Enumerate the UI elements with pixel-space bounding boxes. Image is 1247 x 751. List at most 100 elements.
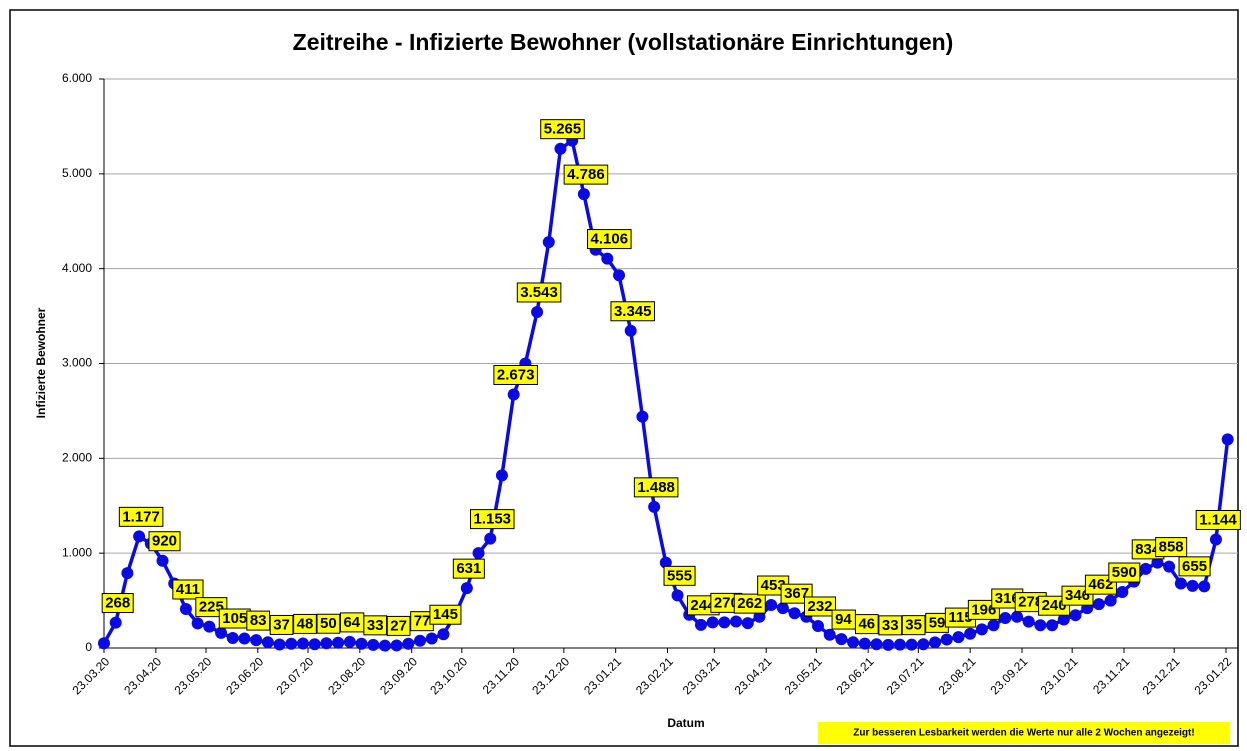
data-label: 59 [929,614,946,631]
point [624,324,637,337]
data-label-group: 555 [663,565,696,586]
data-label-box [803,596,837,617]
data-label: 48 [297,615,314,632]
y-tick-label: 3.000 [62,356,92,370]
point [1209,533,1222,546]
data-label-group: 1.177 [118,506,164,527]
point [1174,577,1187,590]
data-label-box [1178,556,1211,577]
data-label: 346 [1065,587,1090,604]
point [109,616,122,629]
point [905,638,918,651]
point [917,638,930,651]
data-label-group: 268 [101,593,134,614]
data-label-group: 33 [878,615,903,636]
point [296,637,309,650]
data-label-box [101,593,134,614]
point [179,603,192,616]
point [226,632,239,645]
data-label-group: 411 [172,579,204,600]
y-axis-label: Infizierte Bewohner [34,307,48,418]
point [718,616,731,629]
data-label: 196 [971,601,996,618]
point [952,631,965,644]
data-label: 3.543 [520,284,558,301]
point [1163,560,1176,573]
data-label-box [363,615,388,636]
data-label: 2.673 [497,366,535,383]
data-label: 453 [761,577,786,594]
point [554,142,567,155]
point [367,638,380,651]
point [495,469,508,482]
point [320,637,333,650]
data-label-box [429,604,462,625]
point [414,634,427,647]
data-label: 35 [905,617,922,634]
point [273,638,286,651]
point [507,388,520,401]
data-label: 240 [1042,597,1067,614]
data-label: 77 [414,613,431,630]
point [1221,433,1234,446]
data-label-group: 48 [293,613,317,634]
data-label-box [878,615,903,636]
data-label: 262 [737,595,762,612]
data-label-box [246,610,271,631]
point [753,610,766,623]
point [1034,619,1047,632]
data-label-group: 64 [339,612,365,633]
point [975,623,988,636]
point [671,589,684,602]
y-tick-label: 1.000 [62,545,92,559]
chart-title: Zeitreihe - Infizierte Bewohner (vollsta… [293,29,954,55]
data-label-group: 920 [148,531,181,552]
data-label-group: 232 [803,596,837,617]
data-label: 1.153 [473,511,511,528]
data-label: 1.488 [637,479,675,496]
point [378,639,391,652]
point [706,616,719,629]
chart-frame [9,9,1239,747]
data-label-group: 262 [733,593,766,614]
data-label-group: 1.144 [1195,509,1241,530]
point [659,556,672,569]
point [156,554,169,567]
point [1010,610,1023,623]
data-label-group: 145 [429,604,462,625]
point [964,627,977,640]
data-label-box [316,613,341,634]
data-label: 115 [948,609,972,626]
data-label: 834 [1135,541,1161,558]
data-label: 64 [343,614,360,631]
point [343,635,356,648]
point [987,619,1000,632]
data-label: 1.177 [122,508,160,525]
point [1151,556,1164,569]
data-label: 555 [667,567,692,584]
data-label: 920 [152,533,177,550]
data-label-box [563,164,609,185]
point [730,615,743,628]
data-label: 37 [273,616,290,633]
data-label: 270 [714,594,739,611]
point [308,638,321,651]
data-label-group: 77 [410,611,434,632]
point [285,637,298,650]
point [460,582,473,595]
data-label: 232 [807,598,832,615]
point [870,638,883,651]
data-label-group: 3.543 [516,282,562,303]
point [203,620,216,633]
data-label: 145 [433,606,458,623]
data-label-group: 590 [1108,562,1141,583]
point [776,602,789,615]
data-label-group: 631 [452,558,485,579]
data-label: 33 [882,617,899,634]
point [613,269,626,282]
data-label-group: 3.345 [610,301,655,322]
data-label-box [587,229,632,250]
data-label-group: 35 [901,615,926,636]
data-label-group: 1.153 [469,509,515,530]
